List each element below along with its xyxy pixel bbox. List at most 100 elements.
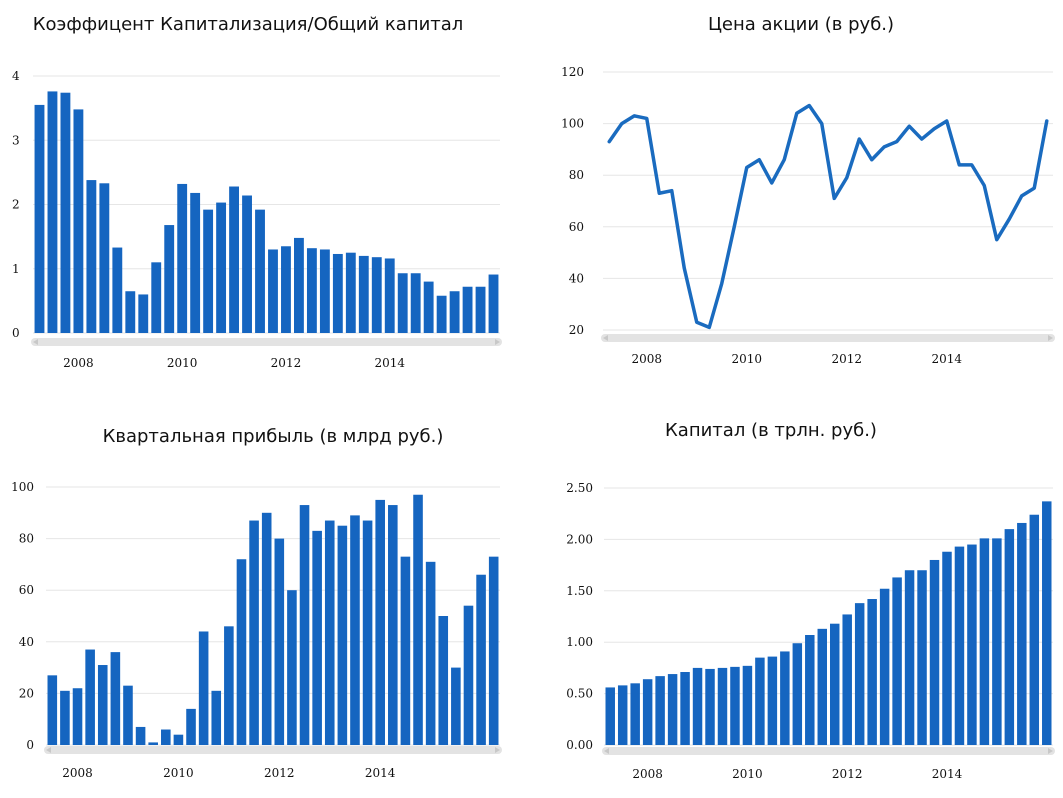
- chart-title: Коэффицент Капитализация/Общий капитал: [32, 14, 464, 35]
- bar: [692, 667, 703, 745]
- bar: [854, 603, 865, 745]
- bar: [294, 237, 304, 333]
- y-tick-label: 0: [26, 738, 34, 752]
- bar: [85, 649, 95, 745]
- x-tick-label: 2014: [374, 356, 405, 370]
- y-tick-label: 1.50: [566, 584, 593, 598]
- chart-panel-quarterly-profit: Квартальная прибыль (в млрд руб.) 0 20 40 6…: [0, 400, 531, 798]
- bar: [436, 295, 447, 333]
- bar: [767, 656, 778, 745]
- bar: [475, 286, 486, 333]
- bar: [86, 180, 97, 333]
- bar: [879, 588, 890, 745]
- bar: [642, 679, 653, 745]
- bar: [488, 274, 499, 333]
- bar: [867, 599, 877, 745]
- bar: [892, 577, 902, 745]
- scroll-right-icon: [495, 339, 500, 345]
- bar: [123, 685, 133, 745]
- x-tick-label: 2012: [832, 767, 863, 781]
- chart-panel-share-price: Цена акции (в руб.) 20 40 60 80 100 120 2008 20…: [531, 0, 1063, 380]
- x-tick-label: 2008: [632, 767, 663, 781]
- bar: [135, 726, 146, 745]
- x-tick-label: 2010: [163, 766, 194, 780]
- bar: [449, 291, 460, 333]
- bar: [917, 570, 927, 745]
- y-tick-label: 20: [19, 686, 34, 700]
- scroll-right-icon: [495, 747, 500, 753]
- y-tick-label: 0: [12, 326, 20, 340]
- bar: [281, 246, 291, 333]
- scrollbar-track: [31, 338, 502, 346]
- bar: [371, 257, 382, 333]
- y-tick-label: 100: [11, 480, 34, 494]
- bar: [388, 505, 398, 745]
- bar: [967, 544, 977, 745]
- bar: [358, 255, 369, 333]
- scroll-left-icon: [46, 747, 51, 753]
- scrollbar-track: [602, 747, 1055, 755]
- bar: [792, 643, 803, 745]
- bar: [717, 667, 728, 745]
- scroll-right-icon: [1048, 335, 1053, 341]
- bar: [332, 253, 343, 333]
- bar: [47, 675, 58, 745]
- y-tick-label: 40: [19, 635, 34, 649]
- bar: [1017, 522, 1027, 745]
- series-line: [607, 103, 1049, 330]
- bar: [655, 676, 665, 745]
- y-tick-label: 2: [12, 198, 20, 212]
- chart-title: Капитал (в трлн. руб.): [665, 420, 877, 441]
- y-tick-label: 40: [569, 271, 584, 285]
- bar: [413, 494, 423, 745]
- bar: [904, 570, 915, 745]
- x-tick-label: 2014: [932, 767, 963, 781]
- chart-price-svg: 20 40 60 80 100 120 2008 2010 2012 2014: [561, 65, 1055, 366]
- bar: [164, 225, 175, 333]
- x-tick-label: 2008: [63, 356, 94, 370]
- y-tick-label: 80: [569, 168, 584, 182]
- bar: [362, 520, 373, 745]
- bar: [268, 249, 278, 333]
- x-tick-label: 2010: [167, 356, 198, 370]
- bar: [306, 248, 317, 333]
- bar: [125, 291, 136, 333]
- bar: [617, 685, 628, 745]
- bar: [319, 249, 330, 333]
- bar: [630, 683, 640, 745]
- bar: [255, 209, 265, 333]
- y-tick-label: 100: [561, 117, 584, 131]
- y-tick-label: 20: [569, 323, 584, 337]
- bar: [261, 512, 272, 745]
- scroll-left-icon: [33, 339, 38, 345]
- bar: [488, 556, 499, 745]
- bar: [72, 688, 83, 745]
- y-tick-label: 60: [569, 220, 584, 234]
- chart-cap-svg: 0 1 2 3 4 2008 2010 2012 2014: [12, 69, 502, 370]
- bar: [451, 667, 461, 745]
- bar: [350, 515, 360, 745]
- bar: [161, 729, 171, 745]
- bar: [410, 273, 421, 333]
- x-tick-label: 2012: [831, 352, 862, 366]
- bar: [112, 247, 123, 333]
- bar: [954, 546, 965, 745]
- y-tick-label: 4: [12, 69, 20, 83]
- bar: [60, 92, 71, 333]
- bar: [680, 672, 690, 745]
- bar: [186, 708, 196, 745]
- bar: [1004, 529, 1015, 745]
- bar: [817, 628, 828, 745]
- bar: [992, 538, 1002, 745]
- bar: [605, 687, 615, 745]
- y-tick-label: 0.00: [566, 738, 593, 752]
- bar: [463, 605, 474, 745]
- chart-panel-capitalization: Коэффицент Капитализация/Общий капитал 0…: [0, 0, 531, 380]
- bar: [97, 665, 108, 745]
- y-tick-label: 2.50: [566, 481, 593, 495]
- bar: [400, 556, 411, 745]
- bar: [60, 690, 70, 745]
- y-tick-label: 1.00: [566, 635, 593, 649]
- bar: [242, 195, 252, 333]
- chart-panel-equity: Капитал (в трлн. руб.) 0.00 0.50 1.00 1.50 2…: [531, 400, 1063, 798]
